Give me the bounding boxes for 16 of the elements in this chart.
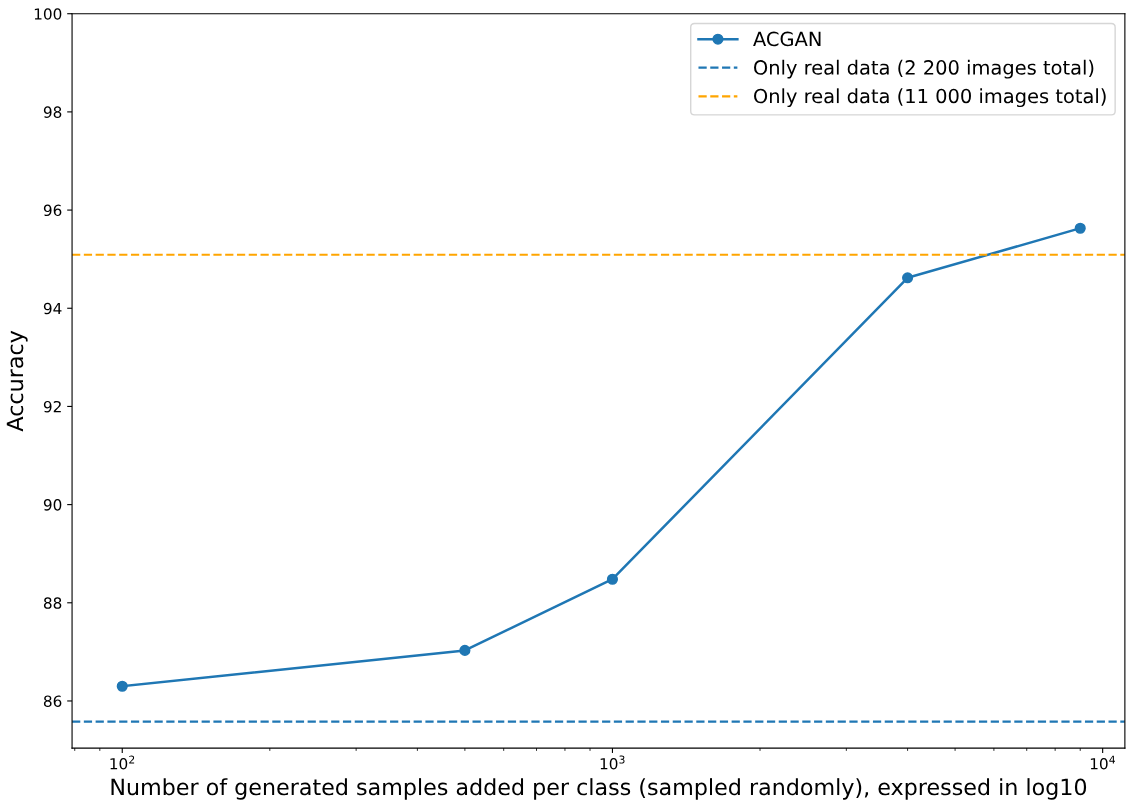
y-tick-label: 98 xyxy=(43,106,62,118)
x-tick-label: 10$^{2}$ xyxy=(110,755,135,770)
y-tick-label: 94 xyxy=(43,302,62,315)
y-tick-label: 92 xyxy=(43,400,61,413)
x-tick-label: 10$^{3}$ xyxy=(600,755,625,770)
x-axis-title: Number of generated samples added per class (sampled randomly), expressed in log10 xyxy=(111,778,1087,800)
legend-label: ACGAN xyxy=(753,31,821,47)
x-tick-label: 10$^{4}$ xyxy=(1090,755,1115,770)
legend-label: Only real data (11 000 images total) xyxy=(754,88,1106,108)
legend-label: Only real data (2 200 images total) xyxy=(754,59,1094,79)
y-tick-label: 100 xyxy=(34,8,62,20)
y-tick-label: 88 xyxy=(43,597,62,609)
y-tick-label: 86 xyxy=(43,695,62,707)
y-tick-label: 96 xyxy=(43,204,62,217)
y-tick-label: 90 xyxy=(43,499,62,511)
y-axis-title: Accuracy xyxy=(6,330,28,432)
